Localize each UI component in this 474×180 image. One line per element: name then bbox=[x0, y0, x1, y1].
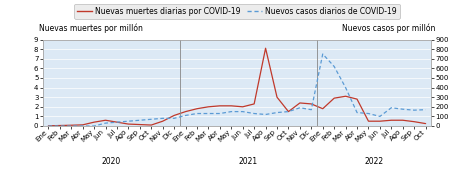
Text: 2021: 2021 bbox=[239, 157, 258, 166]
Text: 2022: 2022 bbox=[365, 157, 384, 166]
Text: Nuevas muertes por millón: Nuevas muertes por millón bbox=[39, 23, 143, 33]
Text: 2020: 2020 bbox=[101, 157, 121, 166]
Text: Nuevos casos por millón: Nuevos casos por millón bbox=[342, 23, 435, 33]
Legend: Nuevas muertes diarias por COVID-19, Nuevos casos diarios de COVID-19: Nuevas muertes diarias por COVID-19, Nue… bbox=[74, 4, 400, 19]
